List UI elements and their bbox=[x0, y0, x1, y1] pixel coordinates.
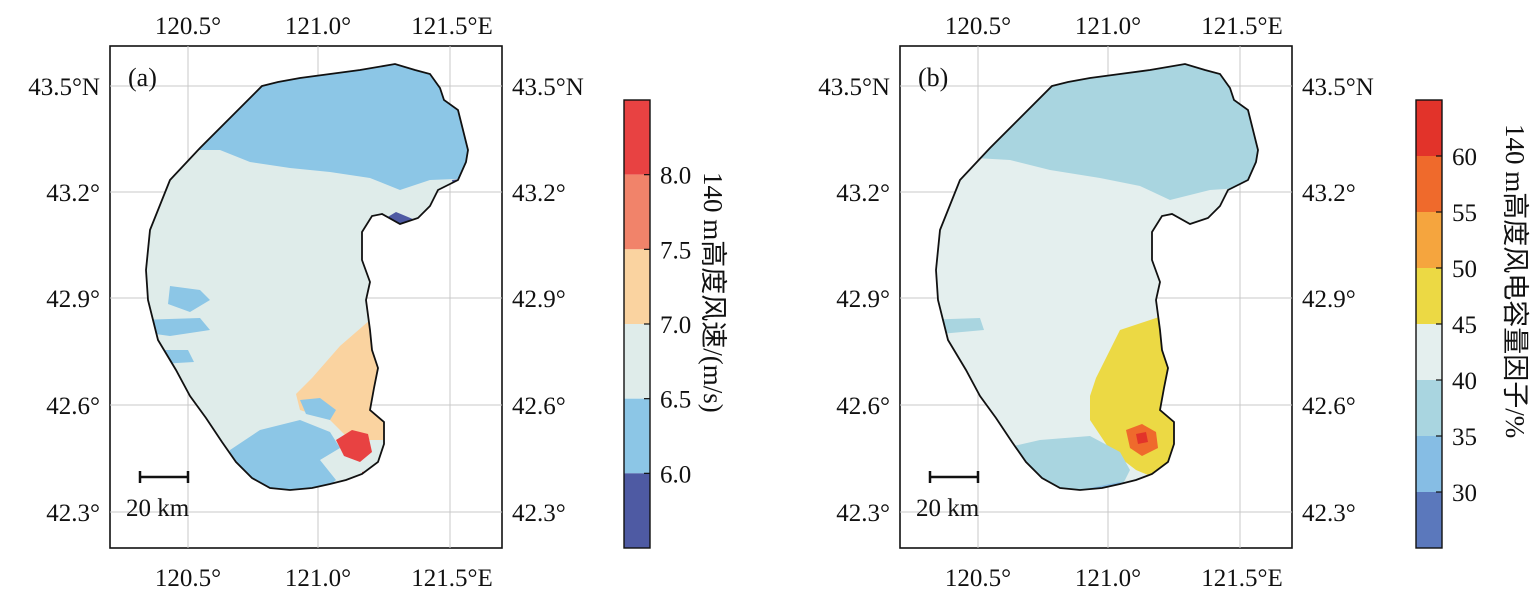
panel-b-colorbar: 60 55 50 45 40 35 30 bbox=[1415, 99, 1477, 549]
svg-text:43.2°: 43.2° bbox=[512, 180, 566, 207]
svg-text:42.6°: 42.6° bbox=[1302, 393, 1356, 420]
panel-a-lon-ticks-top: 120.5° 121.0° 121.5°E bbox=[155, 13, 493, 40]
svg-text:42.6°: 42.6° bbox=[836, 393, 890, 420]
svg-text:121.0°: 121.0° bbox=[285, 565, 351, 592]
svg-text:43.2°: 43.2° bbox=[1302, 180, 1356, 207]
panel-a-colorbar-tick-label: 7.5 bbox=[660, 237, 691, 264]
panel-b-colorbar-title: 140 m高度风电容量因子/% bbox=[1500, 124, 1530, 438]
svg-text:121.5°E: 121.5°E bbox=[1201, 13, 1283, 40]
panel-a-scale-bar: 20 km bbox=[126, 471, 190, 522]
panel-a-colorbar-swatch bbox=[624, 473, 650, 548]
panel-b-lon-ticks-top: 120.5° 121.0° 121.5°E bbox=[945, 13, 1283, 40]
panel-a-lat-ticks-left: 43.5°N 43.2° 42.9° 42.6° 42.3° bbox=[28, 74, 100, 527]
panel-a-colorbar-swatch bbox=[624, 100, 650, 175]
panel-b-scale-bar: 20 km bbox=[916, 471, 980, 522]
panel-a-colorbar-title: 140 m高度风速/(m/s) bbox=[698, 172, 728, 413]
panel-b-colorbar-swatch bbox=[1416, 212, 1442, 268]
panel-a-colorbar-swatch bbox=[624, 324, 650, 399]
panel-a-label: (a) bbox=[128, 63, 157, 92]
panel-a-map: (a) 20 km 120.5° 121.0° 121.5°E 120.5° 1… bbox=[28, 13, 728, 592]
svg-text:42.9°: 42.9° bbox=[46, 286, 100, 313]
panel-b-colorbar-tick-label: 40 bbox=[1452, 368, 1477, 395]
svg-text:121.0°: 121.0° bbox=[1075, 13, 1141, 40]
panel-a-lon-ticks-bottom: 120.5° 121.0° 121.5°E bbox=[155, 565, 493, 592]
panel-b-colorbar-swatch bbox=[1416, 324, 1442, 380]
svg-text:120.5°: 120.5° bbox=[155, 13, 221, 40]
svg-text:43.2°: 43.2° bbox=[836, 180, 890, 207]
panel-a-colorbar-tick-label: 7.0 bbox=[660, 312, 691, 339]
svg-text:120.5°: 120.5° bbox=[155, 565, 221, 592]
panel-a-colorbar-tick-label: 8.0 bbox=[660, 163, 691, 190]
svg-text:121.5°E: 121.5°E bbox=[411, 565, 493, 592]
panel-b-lat-ticks-right: 43.5°N 43.2° 42.9° 42.6° 42.3° bbox=[1302, 74, 1374, 527]
panel-b-lon-ticks-bottom: 120.5° 121.0° 121.5°E bbox=[945, 565, 1283, 592]
svg-text:121.0°: 121.0° bbox=[1075, 565, 1141, 592]
panel-b-colorbar-tick-label: 50 bbox=[1452, 256, 1477, 283]
panel-a-scale-label: 20 km bbox=[126, 495, 190, 522]
panel-a-colorbar-tick-label: 6.0 bbox=[660, 461, 691, 488]
panel-b-scale-label: 20 km bbox=[916, 495, 980, 522]
svg-text:42.6°: 42.6° bbox=[512, 393, 566, 420]
svg-text:121.5°E: 121.5°E bbox=[1201, 565, 1283, 592]
panel-a-colorbar-swatch bbox=[624, 174, 650, 250]
panel-b-colorbar-tick-label: 55 bbox=[1452, 200, 1477, 227]
panel-b-label: (b) bbox=[918, 63, 948, 92]
svg-text:43.5°N: 43.5°N bbox=[512, 74, 584, 101]
panel-b-colorbar-tick-label: 60 bbox=[1452, 144, 1477, 171]
svg-text:42.6°: 42.6° bbox=[46, 393, 100, 420]
panel-a-colorbar-swatch bbox=[624, 398, 650, 474]
panel-b-colorbar-tick-label: 35 bbox=[1452, 424, 1477, 451]
panel-a-colorbar-swatch bbox=[624, 249, 650, 324]
svg-text:42.3°: 42.3° bbox=[512, 500, 566, 527]
panel-a-colorbar-tick-label: 6.5 bbox=[660, 387, 691, 414]
panel-b-map: (b) 20 km 120.5° 121.0° 121.5°E 120.5° 1… bbox=[818, 13, 1530, 592]
svg-text:120.5°: 120.5° bbox=[945, 13, 1011, 40]
svg-text:43.5°N: 43.5°N bbox=[818, 74, 890, 101]
panel-a-colorbar: 8.0 7.5 7.0 6.5 6.0 bbox=[623, 99, 691, 549]
svg-text:121.0°: 121.0° bbox=[285, 13, 351, 40]
svg-text:42.3°: 42.3° bbox=[46, 500, 100, 527]
svg-text:42.3°: 42.3° bbox=[836, 500, 890, 527]
panel-b-colorbar-swatch bbox=[1416, 268, 1442, 324]
svg-text:42.9°: 42.9° bbox=[512, 286, 566, 313]
svg-text:42.9°: 42.9° bbox=[1302, 286, 1356, 313]
svg-text:120.5°: 120.5° bbox=[945, 565, 1011, 592]
panel-b-colorbar-tick-label: 30 bbox=[1452, 480, 1477, 507]
panel-a-lat-ticks-right: 43.5°N 43.2° 42.9° 42.6° 42.3° bbox=[512, 74, 584, 527]
svg-text:42.3°: 42.3° bbox=[1302, 500, 1356, 527]
svg-text:121.5°E: 121.5°E bbox=[411, 13, 493, 40]
panel-b-colorbar-swatch bbox=[1416, 492, 1442, 548]
panel-b-colorbar-swatch bbox=[1416, 156, 1442, 212]
panel-b-colorbar-swatch bbox=[1416, 380, 1442, 436]
panel-b-colorbar-swatch bbox=[1416, 100, 1442, 156]
svg-text:43.5°N: 43.5°N bbox=[1302, 74, 1374, 101]
panel-b-lat-ticks-left: 43.5°N 43.2° 42.9° 42.6° 42.3° bbox=[818, 74, 890, 527]
svg-text:43.5°N: 43.5°N bbox=[28, 74, 100, 101]
svg-text:43.2°: 43.2° bbox=[46, 180, 100, 207]
panel-b-colorbar-tick-label: 45 bbox=[1452, 312, 1477, 339]
svg-text:42.9°: 42.9° bbox=[836, 286, 890, 313]
panel-b-colorbar-swatch bbox=[1416, 436, 1442, 492]
